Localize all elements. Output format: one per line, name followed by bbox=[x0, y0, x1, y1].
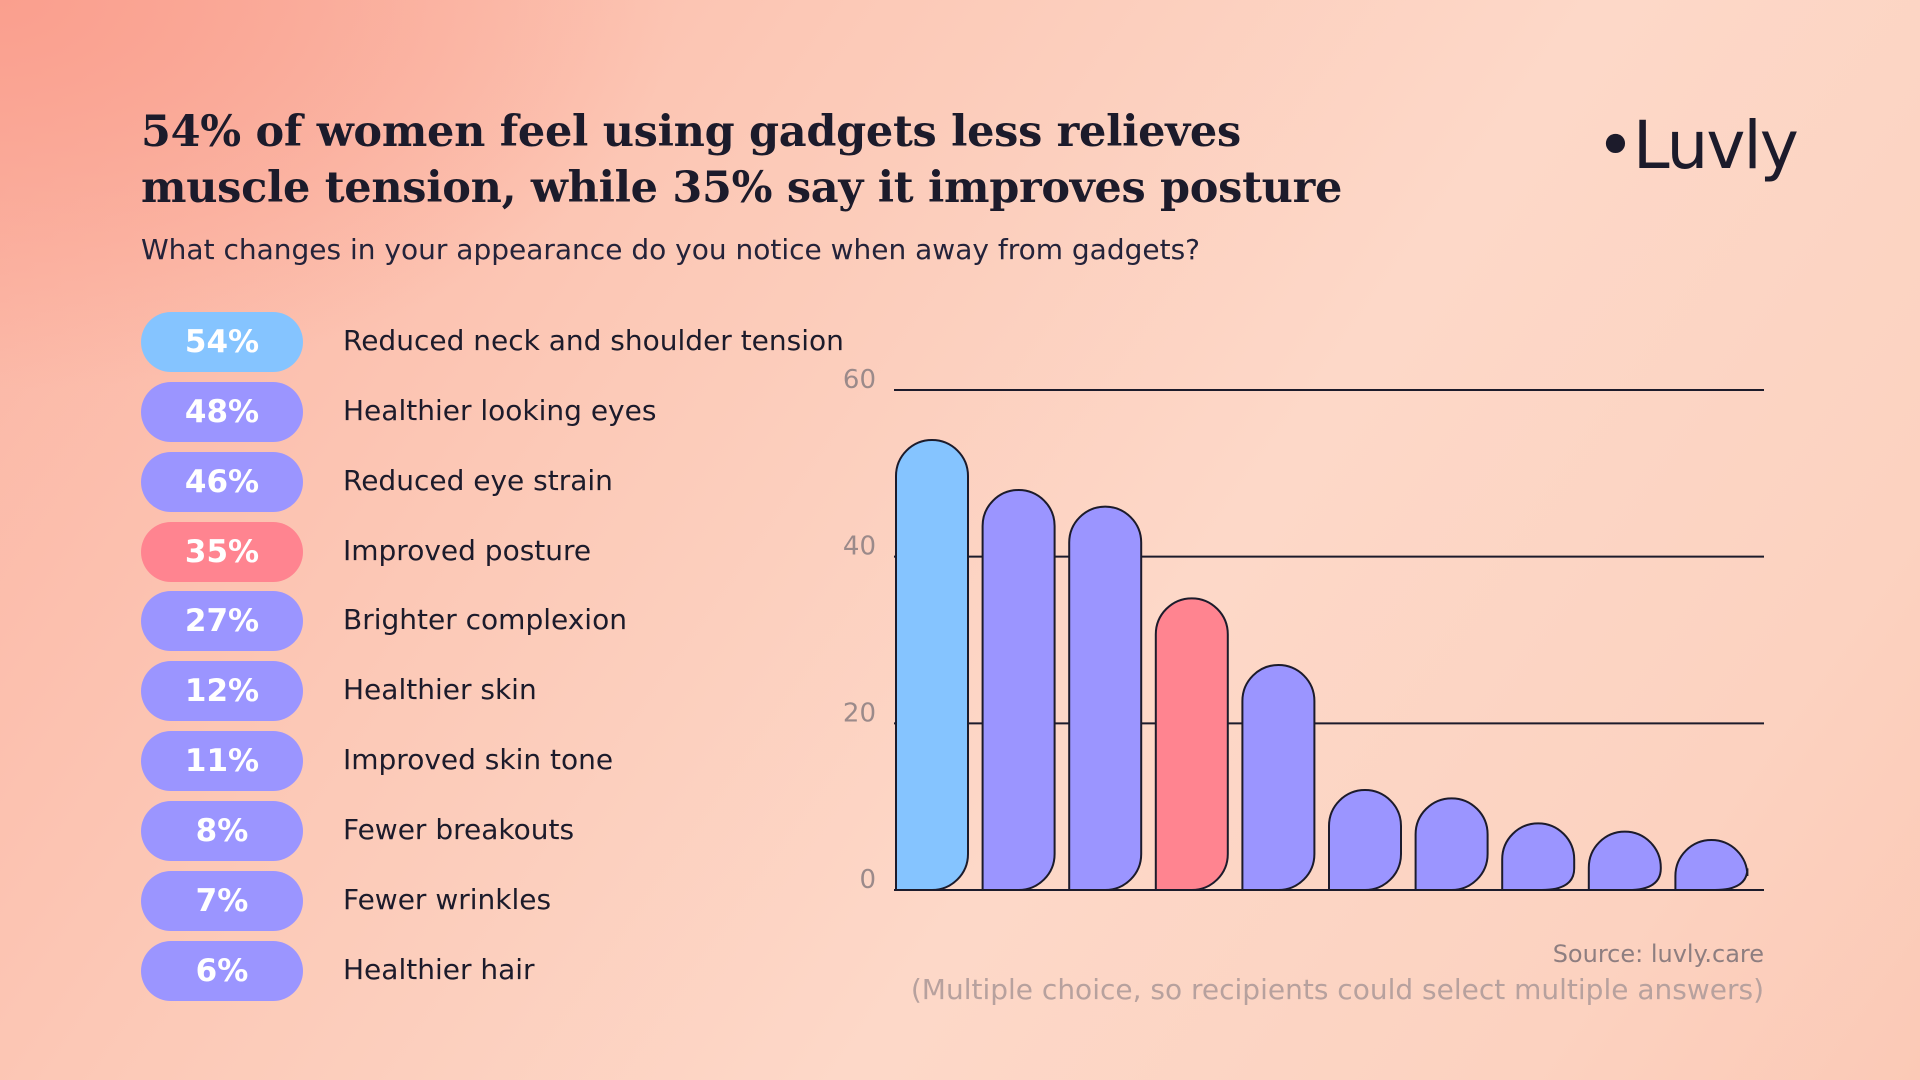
percentage-pill: 12% bbox=[141, 661, 303, 721]
list-item-label: Healthier looking eyes bbox=[343, 394, 657, 427]
list-item: 54% Reduced neck and shoulder tension bbox=[141, 312, 881, 374]
bar bbox=[895, 439, 969, 891]
list-item: 12% Healthier skin bbox=[141, 661, 881, 723]
chart-subtitle: What changes in your appearance do you n… bbox=[141, 233, 1201, 266]
list-item-label: Improved posture bbox=[343, 534, 592, 567]
bar bbox=[1587, 830, 1662, 891]
list-item: 48% Healthier looking eyes bbox=[141, 382, 881, 444]
bar bbox=[1154, 597, 1229, 891]
multiple-choice-note: (Multiple choice, so recipients could se… bbox=[910, 973, 1764, 1006]
bar bbox=[981, 489, 1056, 891]
percentage-pill: 35% bbox=[141, 522, 303, 582]
percentage-pill: 7% bbox=[141, 871, 303, 931]
list-item-label: Improved skin tone bbox=[343, 743, 614, 776]
list-item-label: Brighter complexion bbox=[343, 603, 627, 636]
bar-chart: 0 20 40 60 bbox=[843, 365, 1764, 895]
bar bbox=[1328, 789, 1402, 891]
list-item: 6% Healthier hair bbox=[141, 941, 881, 1003]
list-item: 35% Improved posture bbox=[141, 522, 881, 584]
luvly-logo: •Luvly bbox=[1596, 107, 1799, 184]
y-tick-label: 20 bbox=[843, 698, 876, 728]
bar bbox=[1068, 505, 1143, 891]
list-item-label: Reduced neck and shoulder tension bbox=[343, 324, 844, 357]
bar bbox=[1414, 797, 1489, 891]
list-item: 27% Brighter complexion bbox=[141, 591, 881, 653]
bar bbox=[1501, 822, 1576, 891]
list-item-label: Fewer wrinkles bbox=[343, 883, 552, 916]
list-item-label: Healthier skin bbox=[343, 673, 537, 706]
list-item: 7% Fewer wrinkles bbox=[141, 871, 881, 933]
percentage-pill: 8% bbox=[141, 801, 303, 861]
list-item-label: Healthier hair bbox=[343, 953, 535, 986]
bar bbox=[1674, 839, 1749, 891]
percentage-pill: 54% bbox=[141, 312, 303, 372]
list-item-label: Fewer breakouts bbox=[343, 813, 575, 846]
chart-title: 54% of women feel using gadgets less rel… bbox=[141, 107, 1343, 213]
source-note: Source: luvly.care bbox=[1552, 940, 1764, 968]
percentage-pill: 6% bbox=[141, 941, 303, 1001]
percentage-pill: 46% bbox=[141, 452, 303, 512]
bar bbox=[1241, 664, 1316, 891]
percentage-pill: 11% bbox=[141, 731, 303, 791]
percentage-pill: 48% bbox=[141, 382, 303, 442]
list-item: 8% Fewer breakouts bbox=[141, 801, 881, 863]
percentage-pill: 27% bbox=[141, 591, 303, 651]
y-tick-label: 40 bbox=[843, 532, 876, 562]
y-tick-label: 60 bbox=[843, 365, 876, 395]
list-item: 11% Improved skin tone bbox=[141, 731, 881, 793]
y-tick-label: 0 bbox=[859, 865, 876, 895]
list-item-label: Reduced eye strain bbox=[343, 464, 613, 497]
list-item: 46% Reduced eye strain bbox=[141, 452, 881, 514]
